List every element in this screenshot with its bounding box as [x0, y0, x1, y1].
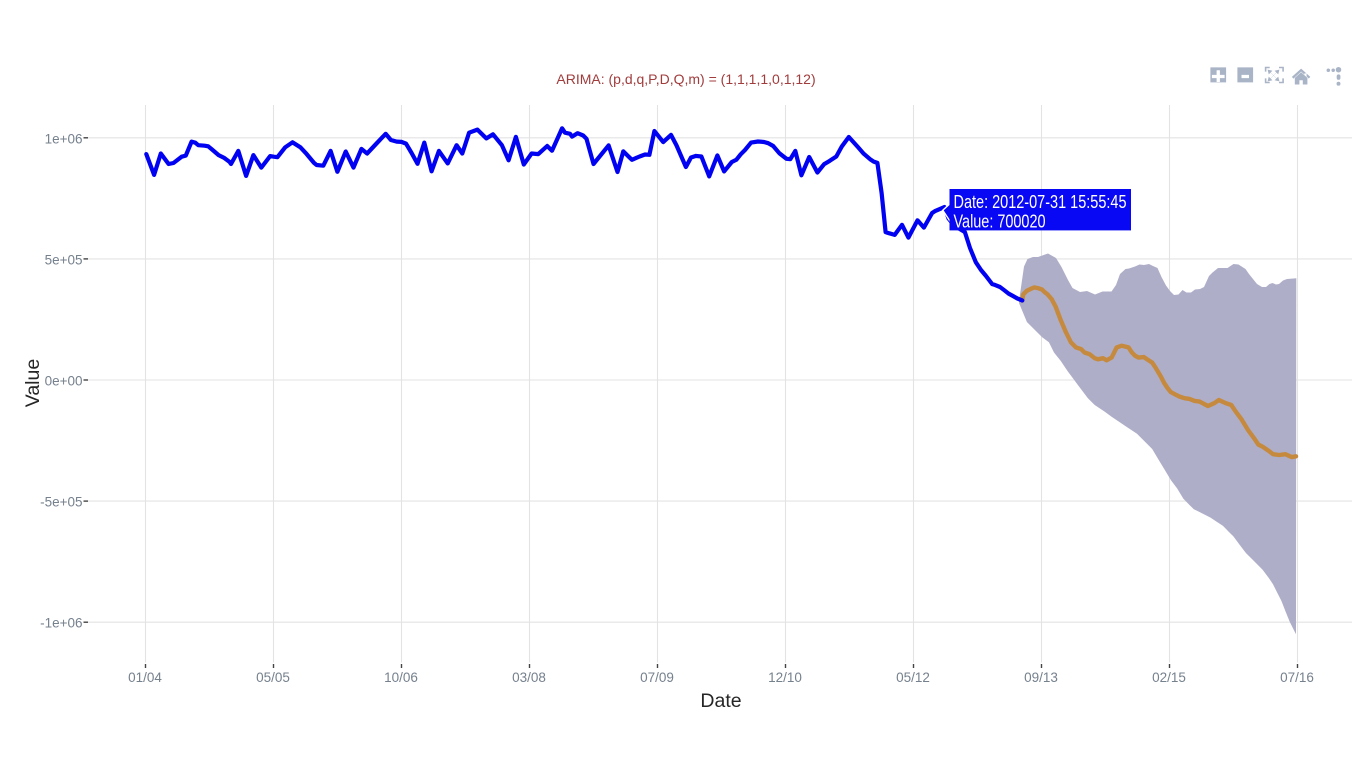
svg-text:Date: Date — [700, 690, 741, 712]
svg-text:05/05: 05/05 — [256, 670, 290, 685]
svg-text:Value: Value — [22, 359, 44, 407]
svg-text:01/04: 01/04 — [128, 670, 162, 685]
svg-text:-5e+05: -5e+05 — [40, 495, 82, 510]
svg-text:ARIMA: (p,d,q,P,D,Q,m) = (1,1,: ARIMA: (p,d,q,P,D,Q,m) = (1,1,1,1,0,1,12… — [556, 71, 815, 87]
svg-text:0e+00: 0e+00 — [45, 374, 83, 389]
svg-text:03/08: 03/08 — [512, 670, 546, 685]
svg-text:Date: 2012-07-31 15:55:45: Date: 2012-07-31 15:55:45 — [954, 192, 1127, 212]
svg-text:5e+05: 5e+05 — [45, 252, 83, 267]
svg-text:07/09: 07/09 — [640, 670, 674, 685]
svg-text:05/12: 05/12 — [896, 670, 930, 685]
svg-text:-1e+06: -1e+06 — [40, 616, 82, 631]
svg-text:09/13: 09/13 — [1024, 670, 1058, 685]
svg-text:1e+06: 1e+06 — [45, 131, 83, 146]
svg-text:Value: 700020: Value: 700020 — [954, 211, 1046, 231]
svg-text:10/06: 10/06 — [384, 670, 418, 685]
svg-text:12/10: 12/10 — [768, 670, 802, 685]
svg-text:02/15: 02/15 — [1152, 670, 1186, 685]
svg-text:07/16: 07/16 — [1280, 670, 1314, 685]
